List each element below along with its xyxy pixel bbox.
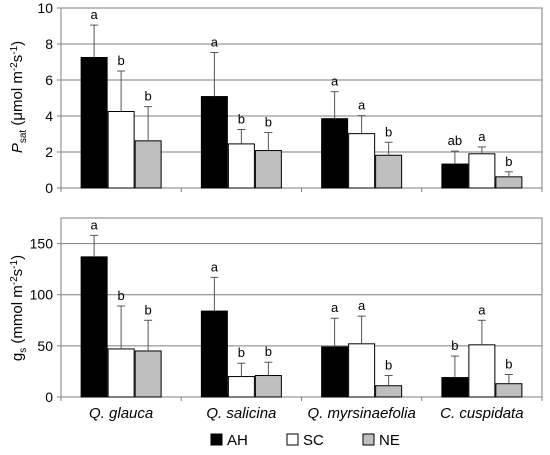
y-axis-label-part: s xyxy=(18,348,29,353)
bar-ne xyxy=(254,375,282,398)
bar-sc xyxy=(468,344,496,398)
bar-ah xyxy=(80,57,108,189)
legend-label: SC xyxy=(303,432,324,449)
y-axis-label-part: -2 xyxy=(9,62,20,71)
significance-letter: b xyxy=(238,112,245,127)
y-axis-label-part: g xyxy=(9,353,26,361)
category-label: Q. salicina xyxy=(206,405,276,422)
bar-ne xyxy=(254,150,282,189)
bar-ne xyxy=(375,154,403,189)
significance-letter: b xyxy=(145,302,152,317)
y-axis-label-part: sat xyxy=(18,130,29,144)
y-axis-label-part: (mmol m xyxy=(9,285,26,348)
legend-swatch-sc xyxy=(286,433,299,446)
significance-letter: b xyxy=(451,338,458,353)
bar-ah xyxy=(321,346,349,398)
legend: AH SC NE xyxy=(210,432,400,449)
significance-letter: a xyxy=(331,74,339,89)
y-tick-label: 50 xyxy=(37,338,53,354)
significance-letter: b xyxy=(238,345,245,360)
significance-letter: b xyxy=(265,344,272,359)
bar-ne xyxy=(375,385,403,398)
category-labels: Q. glauca Q. salicina Q. myrsinaefolia C. c… xyxy=(89,405,524,422)
significance-letter: a xyxy=(358,98,366,113)
y-tick-label: 10 xyxy=(37,0,53,16)
significance-letter: b xyxy=(118,53,125,68)
bar-ah xyxy=(321,118,349,189)
legend-swatch-ne xyxy=(362,433,375,446)
y-tick-label: 2 xyxy=(45,144,53,160)
significance-letter: a xyxy=(331,300,339,315)
significance-letter: b xyxy=(385,124,392,139)
significance-letter: a xyxy=(478,302,486,317)
y-tick-label: 150 xyxy=(30,236,54,252)
bar-sc xyxy=(468,153,496,189)
significance-letter: a xyxy=(358,298,366,313)
bar-sc xyxy=(348,343,376,398)
y-tick-label: 8 xyxy=(45,36,53,52)
significance-letter: b xyxy=(145,89,152,104)
category-label: C. cuspidata xyxy=(440,405,523,422)
significance-letter: a xyxy=(91,7,99,22)
significance-letter: ab xyxy=(448,133,462,148)
y-axis-label-part: -2 xyxy=(9,276,20,285)
y-axis-label-part: P xyxy=(9,143,26,153)
bar-ah xyxy=(441,377,469,398)
y-tick-label: 4 xyxy=(45,108,53,124)
significance-letter: b xyxy=(505,356,512,371)
significance-letter: a xyxy=(211,34,219,49)
y-axis-label-part: -1 xyxy=(9,259,20,268)
bar-sc xyxy=(107,111,135,189)
legend-label: NE xyxy=(379,432,400,449)
legend-label: AH xyxy=(227,432,248,449)
bar-sc xyxy=(227,143,255,189)
y-tick-label: 0 xyxy=(45,389,53,405)
significance-letter: a xyxy=(91,217,99,232)
bar-ah xyxy=(80,256,108,398)
y-axis-label-part: s xyxy=(9,269,26,277)
y-axis-label-part: (μmol m xyxy=(9,71,26,130)
bar-sc xyxy=(107,348,135,398)
bar-sc xyxy=(348,133,376,189)
bar-ne xyxy=(495,176,523,189)
y-axis-label-part: ) xyxy=(9,41,26,46)
bar-ah xyxy=(441,163,469,189)
y-tick-label: 0 xyxy=(45,180,53,196)
category-label: Q. glauca xyxy=(89,405,153,422)
y-tick-label: 6 xyxy=(45,72,53,88)
y-axis-label: gs (mmol m-2s-1) xyxy=(9,255,29,361)
bar-ah xyxy=(200,310,228,398)
y-axis-label-part: s xyxy=(9,55,26,63)
bar-ne xyxy=(134,350,162,398)
bar-ne xyxy=(134,140,162,189)
significance-letter: b xyxy=(265,115,272,130)
y-axis-label-part: -1 xyxy=(9,45,20,54)
legend-swatch-ah xyxy=(210,433,223,446)
significance-letter: a xyxy=(211,259,219,274)
significance-letter: b xyxy=(385,358,392,373)
significance-letter: a xyxy=(478,129,486,144)
category-label: Q. myrsinaefolia xyxy=(307,405,415,422)
bar-sc xyxy=(227,376,255,398)
bar-ne xyxy=(495,383,523,398)
significance-letter: b xyxy=(118,288,125,303)
y-tick-label: 100 xyxy=(30,287,54,303)
y-axis-label-part: ) xyxy=(9,255,26,260)
y-axis-label: Psat (μmol m-2s-1) xyxy=(9,41,29,153)
significance-letter: b xyxy=(505,154,512,169)
bar-ah xyxy=(200,96,228,189)
